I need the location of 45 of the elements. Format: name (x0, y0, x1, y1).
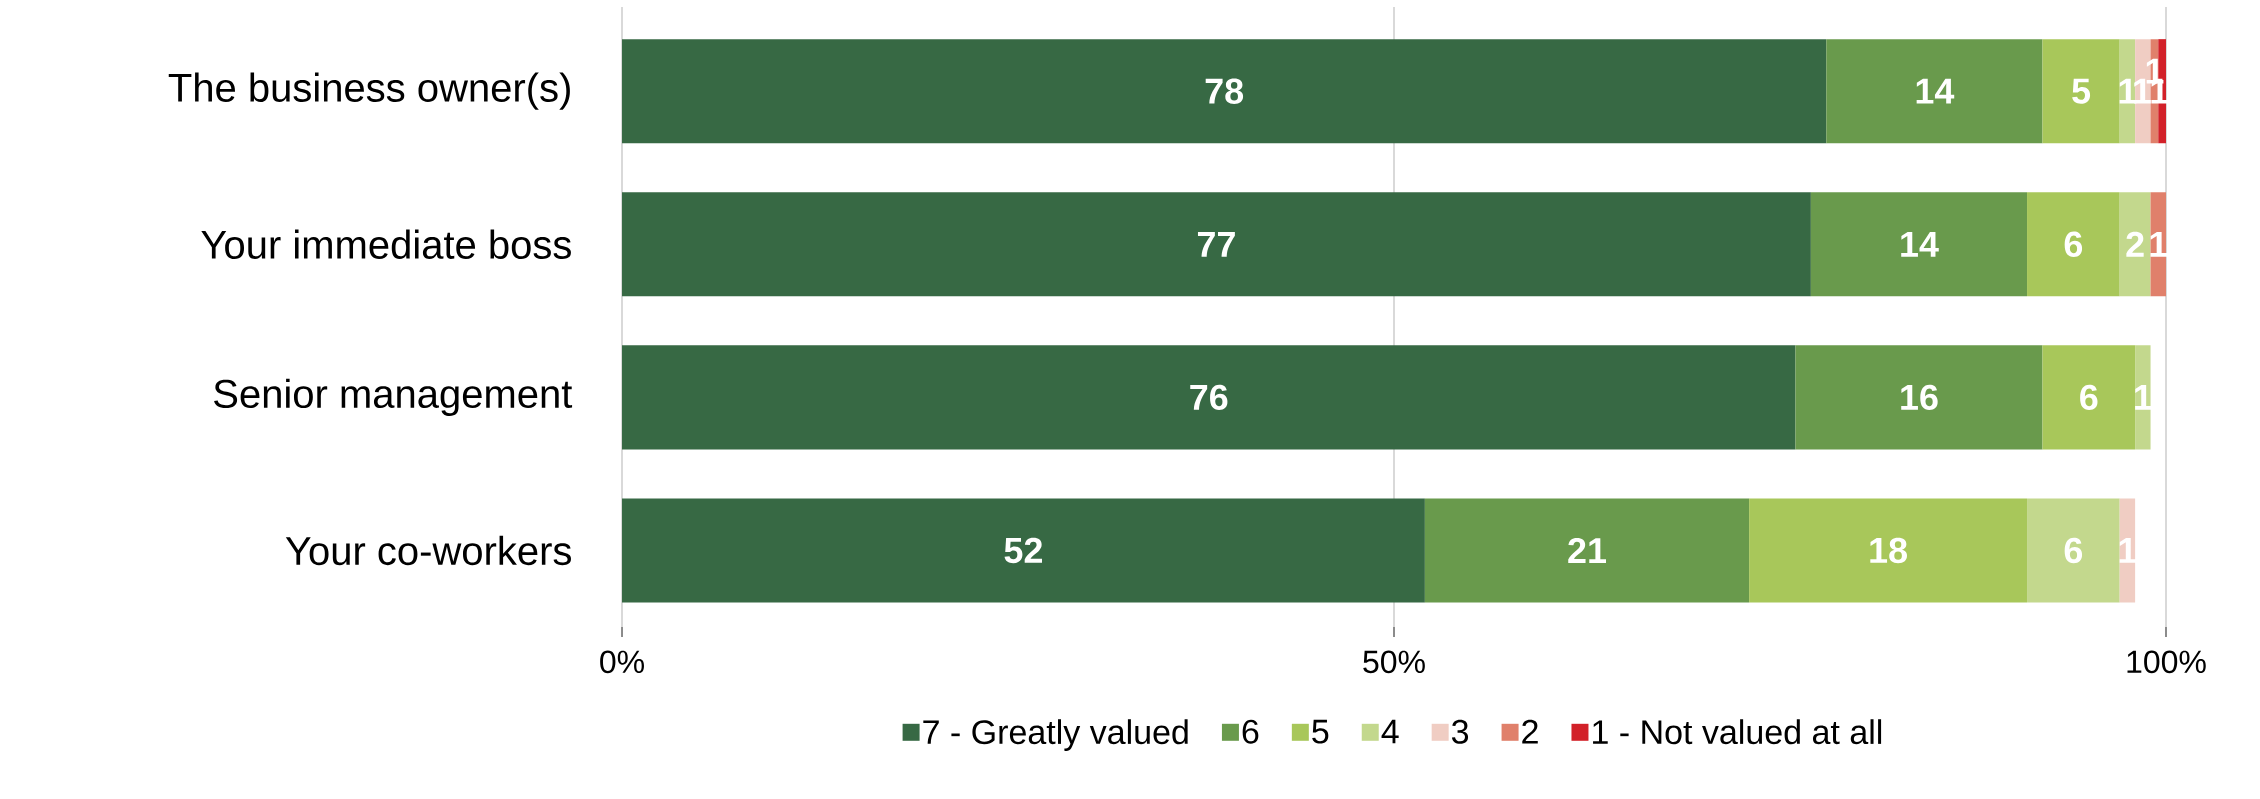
data-label: 76 (1190, 384, 1228, 411)
data-label: 2 (2126, 231, 2144, 257)
bar (1424, 498, 1750, 603)
data-label: 5 (2072, 78, 2091, 104)
bar (622, 345, 1796, 450)
x-tick-label: 100% (2127, 650, 2206, 674)
data-label: 1 (2135, 384, 2152, 410)
bar (1795, 345, 2043, 450)
data-label: 6 (2080, 384, 2098, 411)
data-label: 78 (1205, 78, 1244, 104)
legend-label: 7 - Greatly valued (923, 719, 1188, 751)
y-tick-label: The business owner(s) (168, 72, 570, 110)
data-label: 14 (1916, 78, 1955, 104)
x-tick-label: 0% (600, 650, 644, 674)
bar (2135, 345, 2151, 450)
y-tick-label: Senior management (214, 378, 573, 416)
bar (622, 192, 1811, 297)
bar (1810, 192, 2028, 297)
data-label: 21 (1568, 537, 1606, 564)
bar (2027, 498, 2120, 603)
data-label: 1 (2119, 538, 2137, 563)
y-tick-label: Your co-workers (285, 535, 571, 566)
bar (1749, 498, 2028, 603)
bar (1826, 39, 2043, 144)
data-label: 6 (2064, 231, 2083, 258)
data-label: 14 (1901, 231, 1939, 257)
bar (622, 39, 1827, 144)
y-tick-label: Your immediate boss (201, 229, 571, 259)
legend-label: 4 (1381, 719, 1399, 744)
data-label: 18 (1870, 537, 1907, 564)
bar (2042, 345, 2136, 450)
bar (622, 498, 1425, 603)
bar (2042, 39, 2120, 144)
legend-label: 3 (1451, 719, 1469, 744)
legend-label: 2 (1522, 719, 1538, 744)
data-label: 16 (1901, 384, 1938, 411)
x-tick-label: 50% (1363, 650, 1425, 674)
legend-label: 6 (1242, 719, 1259, 744)
data-label: 77 (1197, 231, 1235, 257)
bar (2027, 192, 2120, 297)
bar (2119, 192, 2151, 297)
legend-label: 1 - Not valued at all (1593, 719, 1882, 745)
data-label: 52 (1004, 537, 1043, 564)
legend-label: 5 (1312, 719, 1329, 744)
data-label: 6 (2064, 537, 2083, 564)
